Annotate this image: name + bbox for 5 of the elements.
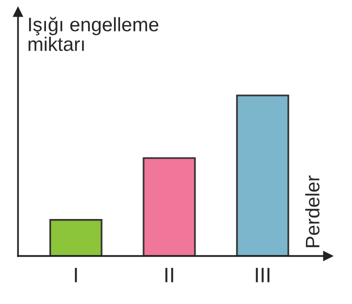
annotation: Perdeler (305, 176, 320, 248)
y-axis-title: Işığı engelleme miktarı (28, 16, 158, 52)
x-tick-label: III (256, 268, 270, 282)
x-tick-label: I (74, 268, 77, 282)
x-tick-label: II (165, 268, 174, 282)
